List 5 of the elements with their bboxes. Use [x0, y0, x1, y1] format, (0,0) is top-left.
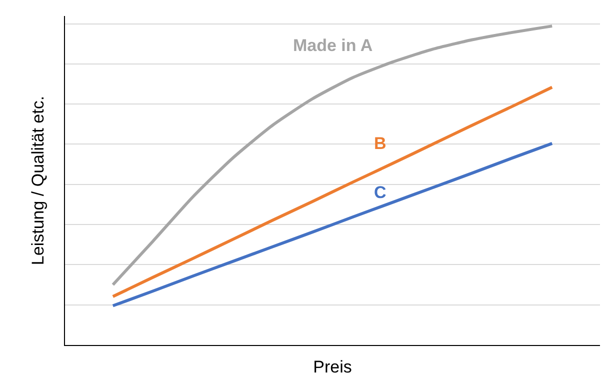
y-axis-title: Leistung / Qualität etc.	[28, 96, 48, 266]
series-label: C	[374, 183, 386, 202]
x-axis-title: Preis	[313, 357, 352, 376]
series-label: Made in A	[293, 36, 373, 55]
series-label: B	[374, 134, 386, 153]
